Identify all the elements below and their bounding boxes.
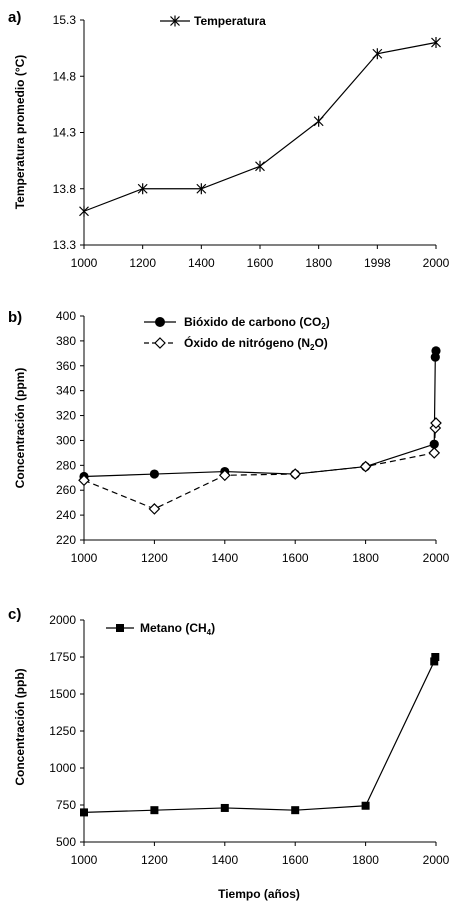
panel-c-legend: Metano (CH4) — [106, 621, 215, 637]
panel-c-legend-label: Metano (CH4) — [140, 621, 215, 637]
panel-b-legend-co2-marker — [155, 317, 165, 327]
panel-a-x-tick-label: 2000 — [423, 256, 450, 270]
panel-a-label: a) — [8, 9, 21, 26]
panel-b-series-1-line — [83, 422, 437, 510]
panel-b-y-tick-label: 240 — [56, 508, 76, 522]
panel-b-label: b) — [8, 309, 22, 326]
panel-a-x-tick-label: 1200 — [129, 256, 156, 270]
panel-a-x-tick-label: 1800 — [305, 256, 332, 270]
panel-a-series-0-point — [313, 115, 324, 127]
panel-c-series-0-point — [430, 657, 439, 666]
panel-a-x-tick-label: 1400 — [188, 256, 215, 270]
panel-a-y-tick-label: 14.3 — [53, 126, 77, 140]
panel-b-series-1-point — [148, 503, 161, 515]
panel-c-x-axis-label: Tiempo (años) — [218, 887, 300, 901]
panel-c-y-tick-label: 1500 — [49, 687, 76, 701]
panel-c-y-tick-label: 2000 — [49, 613, 76, 627]
panel-b-y-tick-label: 320 — [56, 409, 76, 423]
panel-c-y-axis-label: Concentración (ppb) — [13, 668, 27, 785]
panel-b-x-tick-label: 2000 — [423, 551, 450, 565]
panel-a-series-0-point — [196, 183, 207, 195]
panel-b-series-1-point — [359, 460, 372, 473]
panel-c-x-tick-label: 1600 — [282, 853, 309, 867]
panel-a-series-0-point — [137, 183, 148, 195]
panel-a-legend: Temperatura — [160, 14, 266, 28]
panel-c-series-0-point — [361, 801, 370, 810]
panel-b-series-1-point — [218, 469, 231, 482]
panel-b-legend-n2o-label: Óxido de nitrógeno (N2O) — [184, 335, 328, 352]
panel-a-x-tick-label: 1000 — [71, 256, 98, 270]
panel-a-x-tick-label: 1600 — [247, 256, 274, 270]
panel-b-y-tick-label: 380 — [56, 334, 76, 348]
panel-b-y-tick-label: 280 — [56, 458, 76, 472]
panel-a-y-tick-label: 15.3 — [53, 13, 77, 27]
panel-b-y-tick-label: 260 — [56, 483, 76, 497]
panel-b-x-tick-label: 1400 — [211, 551, 238, 565]
panel-b-series-1-point — [289, 468, 302, 480]
panel-a-y-tick-label: 13.3 — [53, 238, 77, 252]
panel-b-series-1-point — [78, 474, 90, 487]
panel-b-series-0-point — [431, 346, 441, 356]
panel-b-legend-co2-label: Bióxido de carbono (CO2) — [184, 315, 330, 331]
panel-a-x-tick-label: 1998 — [364, 256, 391, 270]
panel-b-y-tick-label: 340 — [56, 384, 76, 398]
panel-c-series-0-point — [291, 806, 300, 815]
panel-b-y-tick-label: 400 — [56, 309, 76, 323]
panel-b-series-1-point — [430, 417, 442, 429]
panel-b-legend: Bióxido de carbono (CO2) Óxido de nitróg… — [144, 315, 330, 352]
panel-b-legend-n2o-marker — [154, 337, 166, 349]
panel-b-x-tick-label: 1600 — [282, 551, 309, 565]
panel-a-series-0-line — [83, 41, 437, 212]
panel-c-x-tick-label: 1400 — [211, 853, 238, 867]
panel-c-y-tick-label: 1000 — [49, 761, 76, 775]
panel-b: b) Concentración (ppm) 220 240 260 280 300 32… — [8, 309, 450, 565]
panel-c-series-0-point — [150, 806, 159, 815]
panel-c-y-tick-label: 750 — [56, 798, 76, 812]
panel-b-y-axis-label: Concentración (ppm) — [13, 368, 27, 489]
panel-b-x-tick-label: 1200 — [141, 551, 168, 565]
panel-a-legend-marker — [170, 15, 180, 27]
panel-b-y-tick-label: 360 — [56, 359, 76, 373]
panel-b-series-1-point — [428, 447, 441, 459]
panel-b-series-0-point — [149, 469, 159, 479]
panel-a-y-tick-label: 13.8 — [53, 182, 77, 196]
panel-b-series-0-line — [83, 350, 437, 478]
panel-c-legend-marker — [116, 624, 124, 632]
panel-b-y-tick-label: 220 — [56, 533, 76, 547]
panel-a-y-tick-label: 14.8 — [53, 69, 77, 83]
panel-c-x-tick-label: 2000 — [423, 853, 450, 867]
panel-c: c) Concentración (ppb) 500 750 1000 1250 150… — [8, 606, 450, 901]
panel-b-x-tick-label: 1000 — [71, 551, 98, 565]
panel-c-y-tick-label: 500 — [56, 835, 76, 849]
panel-a: a) Temperatura promedio (°C) 13.3 13.8 14.… — [8, 9, 450, 270]
panel-b-x-tick-label: 1800 — [352, 551, 379, 565]
panel-c-x-tick-label: 1800 — [352, 853, 379, 867]
panel-c-series-0-point — [220, 803, 229, 812]
panel-a-y-axis-label: Temperatura promedio (°C) — [13, 55, 27, 210]
panel-c-series-0-point — [80, 808, 88, 817]
panel-c-series-0-point — [431, 653, 440, 661]
panel-c-x-tick-label: 1200 — [141, 853, 168, 867]
panel-a-series-0-point — [79, 205, 89, 217]
panel-c-y-tick-label: 1250 — [49, 724, 76, 738]
panel-c-y-tick-label: 1750 — [49, 650, 76, 664]
panel-a-series-0-point — [255, 160, 265, 172]
panel-a-legend-label: Temperatura — [194, 14, 266, 28]
panel-b-y-tick-label: 300 — [56, 433, 76, 447]
panel-c-series-0-line — [83, 656, 436, 813]
panel-c-x-tick-label: 1000 — [71, 853, 98, 867]
panel-a-series-0-point — [372, 48, 383, 60]
panel-a-series-0-point — [431, 37, 441, 48]
panel-c-label: c) — [8, 606, 21, 623]
